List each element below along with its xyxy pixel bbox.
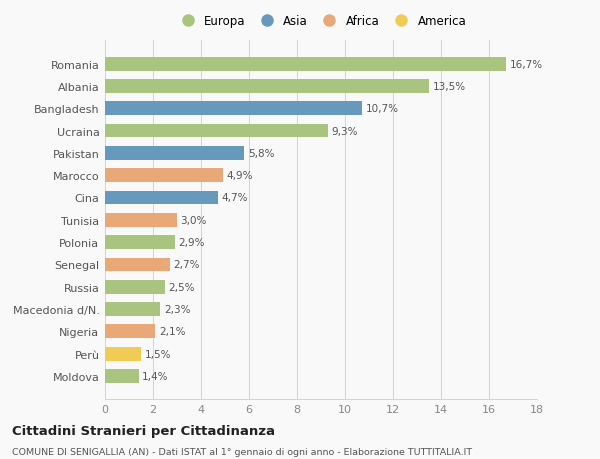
Text: 13,5%: 13,5% [433,82,466,92]
Text: COMUNE DI SENIGALLIA (AN) - Dati ISTAT al 1° gennaio di ogni anno - Elaborazione: COMUNE DI SENIGALLIA (AN) - Dati ISTAT a… [12,448,472,457]
Text: 1,4%: 1,4% [142,371,169,381]
Text: 2,5%: 2,5% [169,282,195,292]
Bar [105,369,139,383]
Bar [105,325,155,339]
Text: 2,3%: 2,3% [164,304,190,314]
Text: 2,1%: 2,1% [159,327,185,336]
Bar [105,102,362,116]
Bar [105,191,218,205]
Text: 4,7%: 4,7% [221,193,248,203]
Bar [105,57,506,72]
Text: Cittadini Stranieri per Cittadinanza: Cittadini Stranieri per Cittadinanza [12,425,275,437]
Bar [105,235,175,250]
Bar [105,146,244,161]
Text: 5,8%: 5,8% [248,149,274,158]
Text: 3,0%: 3,0% [181,215,207,225]
Text: 16,7%: 16,7% [509,60,542,69]
Legend: Europa, Asia, Africa, America: Europa, Asia, Africa, America [172,11,470,31]
Text: 2,7%: 2,7% [173,260,200,270]
Text: 10,7%: 10,7% [365,104,398,114]
Bar [105,280,165,294]
Bar [105,258,170,272]
Bar [105,213,177,227]
Text: 4,9%: 4,9% [226,171,253,181]
Text: 1,5%: 1,5% [145,349,171,359]
Bar [105,347,141,361]
Text: 9,3%: 9,3% [332,126,358,136]
Text: 2,9%: 2,9% [178,238,205,247]
Bar [105,169,223,183]
Bar [105,302,160,316]
Bar [105,80,429,94]
Bar [105,124,328,138]
